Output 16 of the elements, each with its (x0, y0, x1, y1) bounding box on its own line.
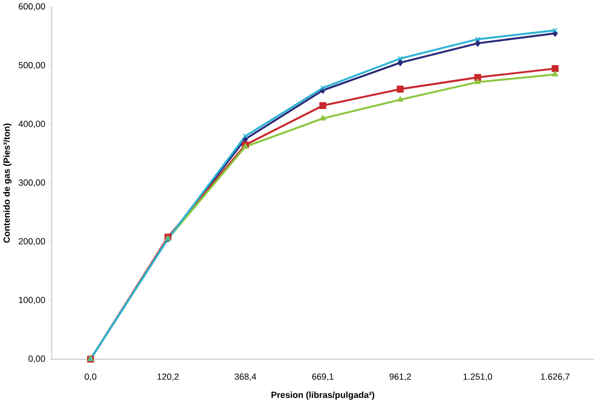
y-tick-label: 400,00 (18, 120, 46, 128)
x-axis-title: Presion (libras/pulgada²) (272, 391, 374, 400)
x-tick-label: 1.626,7 (541, 373, 570, 381)
x-tick-label: 120,2 (158, 373, 179, 381)
y-axis-title: Contenido de gas (Pies³/ton) (3, 124, 12, 243)
y-tick-label: 300,00 (18, 179, 46, 187)
y-tick-label: 0,00 (28, 356, 46, 363)
y-tick-label: 200,00 (18, 238, 46, 246)
x-tick-label: 368,4 (234, 373, 256, 381)
y-tick-label: 500,00 (18, 62, 46, 70)
x-tick-label: 961,2 (390, 373, 411, 381)
x-tick-label: 0,0 (84, 373, 96, 381)
x-tick-label: 1.251,0 (464, 373, 492, 381)
y-tick-label: 600,00 (18, 3, 46, 11)
y-tick-label: 100,00 (18, 296, 46, 304)
x-tick-label: 669,1 (312, 373, 334, 381)
